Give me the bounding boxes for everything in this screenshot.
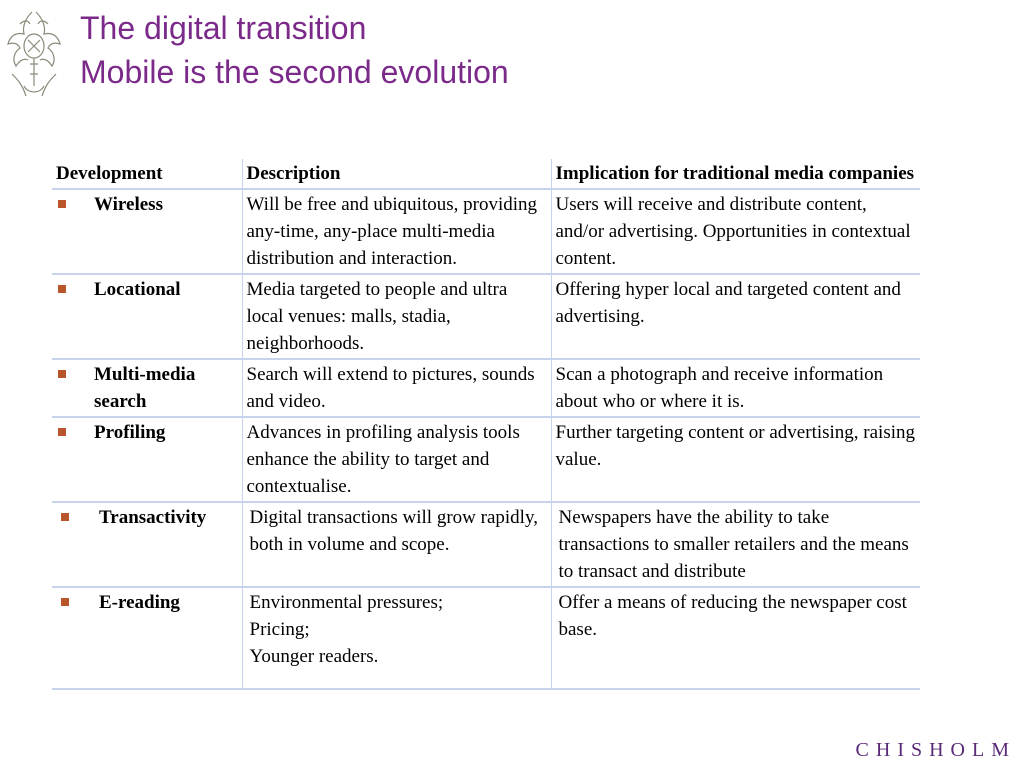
square-bullet-icon — [58, 428, 66, 436]
description-cell: Advances in profiling analysis tools enh… — [242, 417, 552, 503]
development-cell: Multi-media search — [52, 359, 243, 418]
table-header-row: Development Description Implication for … — [52, 159, 920, 190]
implication-cell: Further targeting content or advertising… — [551, 417, 920, 503]
title-line-1: The digital transition — [80, 10, 367, 46]
development-name: Profiling — [94, 422, 166, 443]
development-name: Multi-media search — [94, 364, 196, 412]
development-name: Transactivity — [99, 507, 207, 528]
development-cell: Wireless — [52, 189, 243, 275]
title-line-2: Mobile is the second evolution — [80, 54, 509, 90]
development-name: Wireless — [94, 194, 163, 215]
implication-cell: Users will receive and distribute conten… — [551, 189, 920, 275]
development-cell: Locational — [52, 274, 243, 360]
implication-cell: Offering hyper local and targeted conten… — [551, 274, 920, 360]
description-cell: Environmental pressures; Pricing; Younge… — [242, 587, 552, 690]
implication-cell: Offer a means of reducing the newspaper … — [551, 587, 920, 690]
development-cell: E-reading — [52, 587, 243, 690]
header-implication: Implication for traditional media compan… — [551, 159, 920, 190]
table-row: E-reading Environmental pressures; Prici… — [52, 587, 920, 690]
description-cell: Will be free and ubiquitous, providing a… — [242, 189, 552, 275]
description-cell: Digital transactions will grow rapidly, … — [242, 502, 552, 588]
header-development: Development — [52, 159, 243, 190]
square-bullet-icon — [61, 513, 69, 521]
description-cell: Search will extend to pictures, sounds a… — [242, 359, 552, 418]
table-row: Multi-media search Search will extend to… — [52, 359, 920, 418]
table-row: Locational Media targeted to people and … — [52, 274, 920, 360]
development-name: Locational — [94, 279, 181, 300]
development-cell: Transactivity — [52, 502, 243, 588]
footer-brand: CHISHOLM — [855, 739, 1016, 761]
header-description: Description — [242, 159, 552, 190]
slide-title: The digital transition Mobile is the sec… — [80, 6, 509, 94]
development-name: E-reading — [99, 592, 180, 613]
square-bullet-icon — [58, 370, 66, 378]
square-bullet-icon — [61, 598, 69, 606]
chisholm-crest-logo — [7, 11, 61, 97]
description-cell: Media targeted to people and ultra local… — [242, 274, 552, 360]
development-cell: Profiling — [52, 417, 243, 503]
table-row: Transactivity Digital transactions will … — [52, 502, 920, 588]
implication-cell: Scan a photograph and receive informatio… — [551, 359, 920, 418]
table-row: Profiling Advances in profiling analysis… — [52, 417, 920, 503]
table-row: Wireless Will be free and ubiquitous, pr… — [52, 189, 920, 275]
square-bullet-icon — [58, 200, 66, 208]
development-table: Development Description Implication for … — [52, 159, 920, 690]
implication-cell: Newspapers have the ability to take tran… — [551, 502, 920, 588]
square-bullet-icon — [58, 285, 66, 293]
